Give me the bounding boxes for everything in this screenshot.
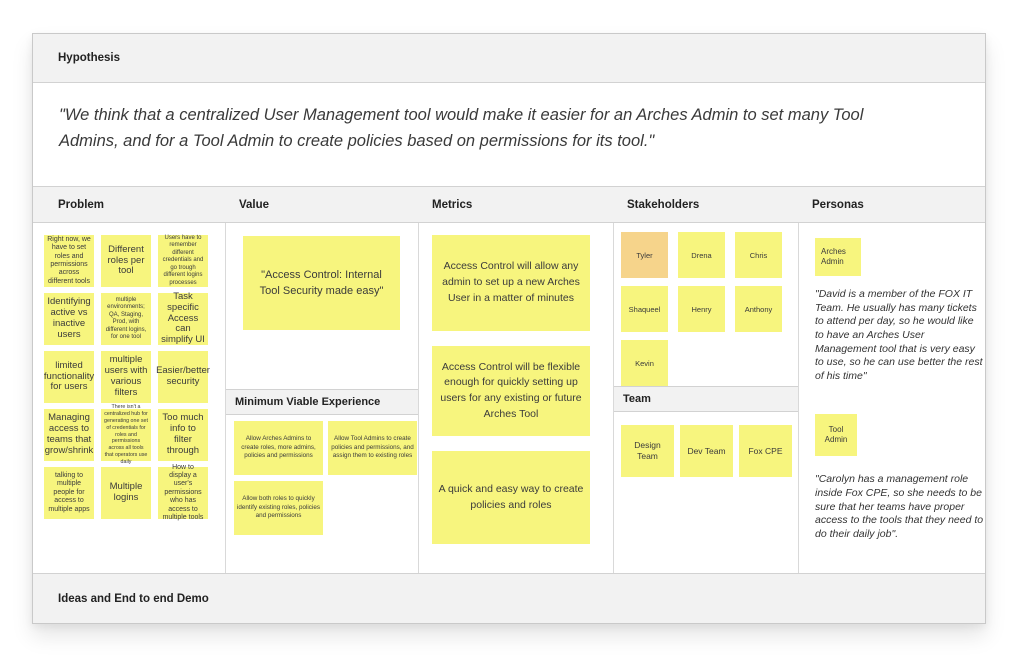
hypothesis-quote-area: "We think that a centralized User Manage… bbox=[33, 83, 985, 186]
metric-note[interactable]: Access Control will allow any admin to s… bbox=[432, 235, 590, 331]
problem-notes-grid: Right now, we have to set roles and perm… bbox=[33, 223, 225, 521]
column-title-stakeholders: Stakeholders bbox=[627, 198, 700, 211]
hypothesis-band: Hypothesis bbox=[33, 34, 985, 83]
sticky-note[interactable]: Allow Arches Admins to create roles, mor… bbox=[234, 421, 323, 475]
stakeholder-note[interactable]: Henry bbox=[678, 286, 725, 332]
sticky-note[interactable]: Easier/better security bbox=[156, 351, 210, 403]
team-note[interactable]: Design Team bbox=[621, 425, 674, 477]
board-content: Right now, we have to set roles and perm… bbox=[33, 223, 985, 573]
mve-title: Minimum Viable Experience bbox=[235, 396, 381, 408]
sticky-note[interactable]: Allow Tool Admins to create policies and… bbox=[328, 421, 417, 475]
sticky-note[interactable]: Too much info to filter through bbox=[158, 409, 208, 461]
sticky-note[interactable]: Different roles per tool bbox=[101, 235, 151, 287]
sticky-note[interactable]: multiple users with various filters bbox=[101, 351, 151, 403]
sticky-note[interactable]: Right now, we have to set roles and perm… bbox=[44, 235, 94, 287]
column-title-personas: Personas bbox=[812, 198, 864, 211]
stakeholder-note[interactable]: Drena bbox=[678, 232, 725, 278]
footer-title: Ideas and End to end Demo bbox=[58, 592, 209, 605]
stakeholder-notes-grid: Tyler Drena Chris Shaqueel Henry Anthony… bbox=[614, 223, 798, 386]
column-headers-band: Problem Value Metrics Stakeholders Perso… bbox=[33, 186, 985, 223]
column-metrics: Access Control will allow any admin to s… bbox=[418, 223, 613, 573]
sticky-note[interactable]: How to display a user's permissions who … bbox=[158, 464, 208, 521]
team-note[interactable]: Fox CPE bbox=[739, 425, 792, 477]
mve-notes-grid: Allow Arches Admins to create roles, mor… bbox=[226, 415, 418, 535]
stakeholder-note[interactable]: Shaqueel bbox=[621, 286, 668, 332]
sticky-note[interactable]: Multiple logins bbox=[101, 467, 151, 519]
personas-body: Arches Admin "David is a member of the F… bbox=[799, 223, 995, 542]
stakeholder-note[interactable]: Anthony bbox=[735, 286, 782, 332]
column-problem: Right now, we have to set roles and perm… bbox=[33, 223, 225, 573]
persona-tag-note[interactable]: Tool Admin bbox=[815, 414, 857, 457]
sticky-note[interactable]: multiple environments; QA, Staging, Prod… bbox=[101, 293, 151, 345]
column-title-metrics: Metrics bbox=[432, 198, 473, 211]
sticky-note[interactable]: Task specific Access can simplify UI bbox=[158, 291, 208, 345]
hypothesis-quote[interactable]: "We think that a centralized User Manage… bbox=[59, 106, 864, 151]
sticky-note[interactable]: There isn't a centralized hub for genera… bbox=[101, 404, 151, 465]
sticky-note[interactable]: Identifying active vs inactive users bbox=[44, 293, 94, 345]
column-title-value: Value bbox=[239, 198, 270, 211]
sticky-note[interactable]: Users have to remember different credent… bbox=[158, 235, 208, 287]
team-band: Team bbox=[614, 386, 798, 412]
column-personas: Arches Admin "David is a member of the F… bbox=[798, 223, 995, 573]
sticky-note[interactable]: Managing access to teams that grow/shrin… bbox=[44, 409, 94, 461]
value-main-note[interactable]: "Access Control: Internal Tool Security … bbox=[243, 236, 400, 330]
team-note[interactable]: Dev Team bbox=[680, 425, 733, 477]
mve-band: Minimum Viable Experience bbox=[226, 389, 418, 415]
stakeholder-note[interactable]: Chris bbox=[735, 232, 782, 278]
column-stakeholders: Tyler Drena Chris Shaqueel Henry Anthony… bbox=[613, 223, 798, 573]
team-notes-grid: Design Team Dev Team Fox CPE bbox=[614, 412, 798, 477]
column-value: "Access Control: Internal Tool Security … bbox=[225, 223, 418, 573]
sticky-note[interactable]: Allow both roles to quickly identify exi… bbox=[234, 481, 323, 535]
persona-quote[interactable]: "David is a member of the FOX IT Team. H… bbox=[815, 288, 983, 382]
sticky-note[interactable]: talking to multiple people for access to… bbox=[44, 467, 94, 519]
canvas-board: Hypothesis "We think that a centralized … bbox=[32, 33, 986, 624]
metric-note[interactable]: Access Control will be flexible enough f… bbox=[432, 346, 590, 436]
persona-tag-note[interactable]: Arches Admin bbox=[815, 238, 861, 276]
team-title: Team bbox=[623, 393, 651, 405]
column-title-problem: Problem bbox=[58, 198, 105, 211]
sticky-note[interactable]: limited functionality for users bbox=[44, 351, 94, 403]
persona-quote[interactable]: "Carolyn has a management role inside Fo… bbox=[815, 473, 984, 541]
stakeholder-note[interactable]: Kevin bbox=[621, 340, 668, 386]
footer-band: Ideas and End to end Demo bbox=[33, 573, 985, 623]
metric-note[interactable]: A quick and easy way to create policies … bbox=[432, 451, 590, 544]
stakeholder-note[interactable]: Tyler bbox=[621, 232, 668, 278]
hypothesis-title: Hypothesis bbox=[58, 52, 120, 64]
